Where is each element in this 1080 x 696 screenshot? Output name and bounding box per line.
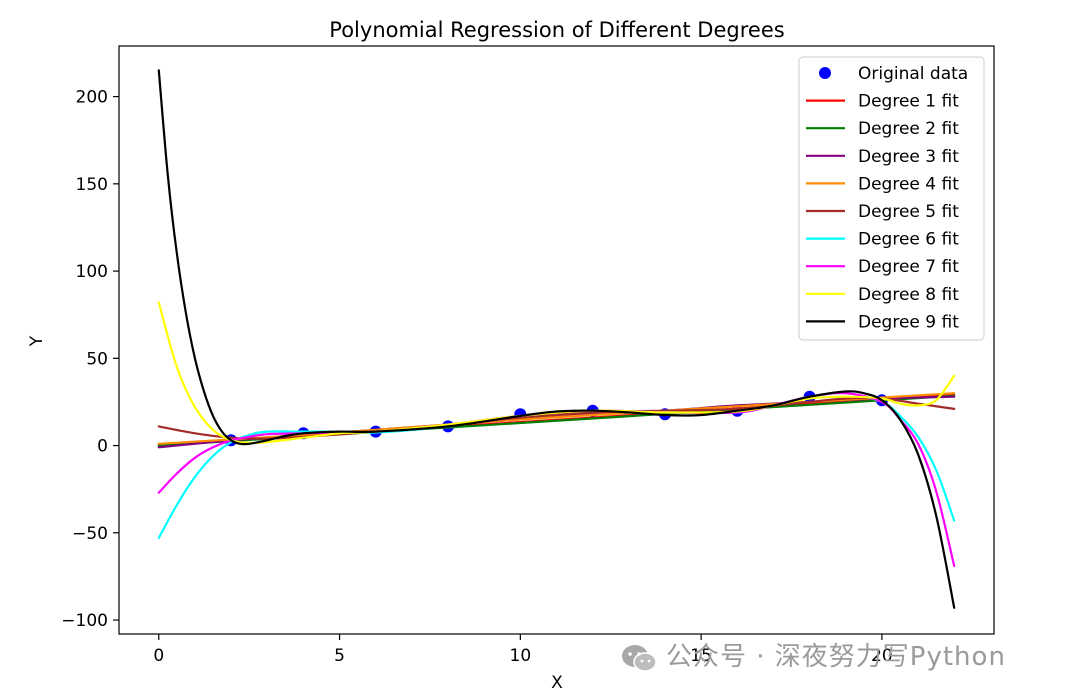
legend-label: Original data <box>858 64 968 84</box>
x-tick-label: 20 <box>871 646 893 666</box>
legend-item-original-data: Original data <box>819 64 968 84</box>
legend-label: Degree 9 fit <box>858 312 959 332</box>
x-tick-label: 15 <box>690 646 712 666</box>
x-tick-label: 10 <box>510 646 532 666</box>
legend-item-degree-5-fit: Degree 5 fit <box>806 202 959 222</box>
legend-item-degree-1-fit: Degree 1 fit <box>806 92 959 112</box>
y-tick-label: 200 <box>76 88 108 108</box>
y-tick-label: −50 <box>72 524 108 544</box>
legend-box <box>798 56 985 341</box>
y-tick-label: 50 <box>86 349 108 369</box>
y-tick-label: 0 <box>97 437 108 457</box>
legend-label: Degree 2 fit <box>858 119 959 139</box>
legend-label: Degree 6 fit <box>858 230 959 250</box>
series-line-degree-4-fit <box>157 392 956 445</box>
legend-item-degree-7-fit: Degree 7 fit <box>806 257 959 277</box>
watermark: 公众号 · 深夜努力写Python <box>620 636 1006 673</box>
chart-title: Polynomial Regression of Different Degre… <box>329 18 784 42</box>
legend-label: Degree 5 fit <box>858 202 959 222</box>
legend-marker <box>819 67 831 79</box>
y-tick-label: 150 <box>76 175 108 195</box>
x-tick-label: 5 <box>334 646 345 666</box>
y-tick-label: −100 <box>61 611 108 631</box>
legend-item-degree-4-fit: Degree 4 fit <box>806 174 959 194</box>
wechat-icon <box>622 644 657 672</box>
x-axis-label: X <box>551 673 563 693</box>
series-line-degree-5-fit <box>157 396 956 440</box>
plot-area <box>157 69 956 609</box>
x-axis: 0 5 10 15 20 <box>153 634 893 666</box>
legend: Original data Degree 1 fit Degree 2 fit Deg… <box>798 56 985 341</box>
legend-item-degree-2-fit: Degree 2 fit <box>806 119 959 139</box>
legend-label: Degree 8 fit <box>858 285 959 305</box>
y-tick-label: 100 <box>76 262 108 282</box>
legend-label: Degree 7 fit <box>858 257 959 277</box>
legend-label: Degree 1 fit <box>858 92 959 112</box>
legend-item-degree-9-fit: Degree 9 fit <box>806 312 959 332</box>
y-axis: −100 −50 0 50 100 150 200 <box>61 88 119 631</box>
series-line-degree-9-fit <box>157 69 956 609</box>
y-axis-label: Y <box>27 335 47 347</box>
legend-label: Degree 4 fit <box>858 174 959 194</box>
watermark-text: 公众号 · 深夜努力写Python <box>666 642 1006 672</box>
legend-label: Degree 3 fit <box>858 147 959 167</box>
axes-frame <box>118 45 995 635</box>
x-tick-label: 0 <box>153 646 164 666</box>
legend-item-degree-3-fit: Degree 3 fit <box>806 147 959 167</box>
legend-item-degree-6-fit: Degree 6 fit <box>806 230 959 250</box>
legend-item-degree-8-fit: Degree 8 fit <box>806 285 959 305</box>
